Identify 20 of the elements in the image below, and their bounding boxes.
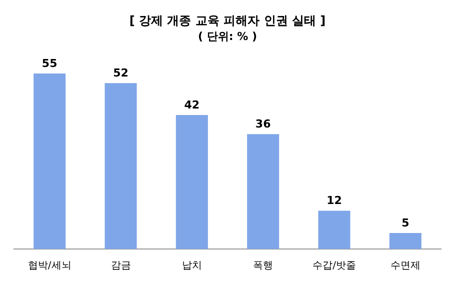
data-label: 5 <box>402 216 410 230</box>
data-label: 55 <box>42 56 58 70</box>
x-tick-label: 폭행 <box>253 260 274 272</box>
chart-title: [ 강제 개종 교육 피해자 인권 실태 ] <box>129 13 326 28</box>
x-tick-label: 납치 <box>182 260 202 272</box>
data-label: 42 <box>184 98 200 112</box>
bar <box>176 115 208 249</box>
bar <box>34 74 66 249</box>
x-tick-label: 수갑/밧줄 <box>312 260 356 272</box>
data-label: 52 <box>113 66 128 80</box>
data-label: 12 <box>326 194 342 208</box>
bar <box>318 210 350 249</box>
x-tick-label: 협박/세뇌 <box>28 260 72 272</box>
bar <box>104 83 137 249</box>
chart-subtitle: ( 단위: % ) <box>198 30 257 43</box>
x-tick-label: 감금 <box>110 260 131 272</box>
data-label: 36 <box>255 118 272 131</box>
bar <box>389 233 422 249</box>
bar <box>247 134 280 249</box>
x-tick-label: 수면제 <box>390 260 420 272</box>
